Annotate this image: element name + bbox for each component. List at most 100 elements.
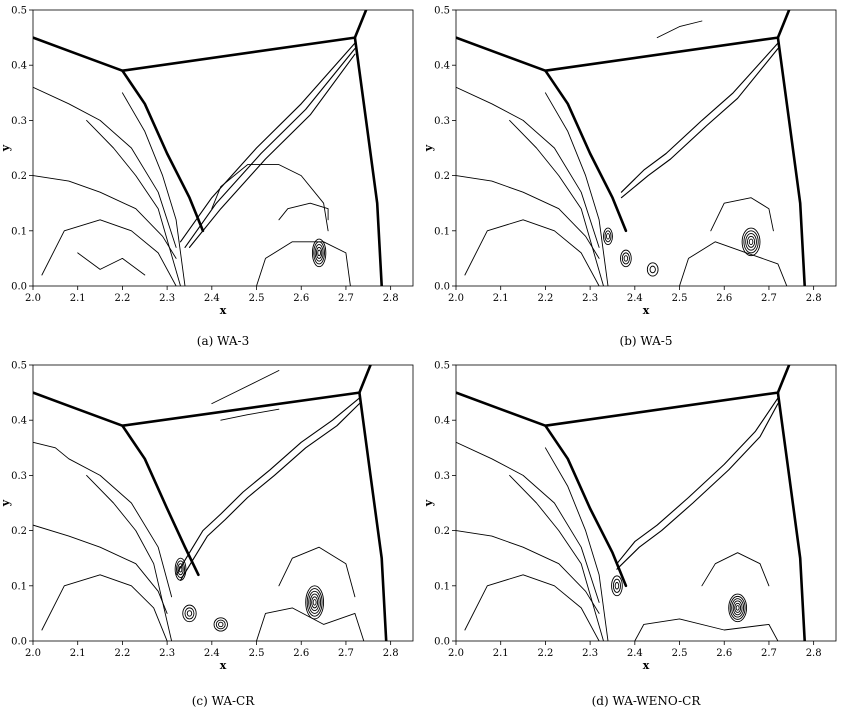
panel-caption: (c) WA-CR: [192, 694, 256, 708]
y-axis-label: y: [422, 499, 435, 507]
shear-contour-line: [620, 48, 779, 199]
vortex-contour: [174, 557, 187, 581]
contour-contour-line: [33, 441, 173, 598]
x-tick-label: 2.4: [204, 648, 220, 659]
contour-contour-line: [544, 447, 609, 641]
vortex-contour: [306, 588, 323, 617]
panel-caption: (b) WA-5: [620, 334, 673, 348]
contour-contour-line: [509, 119, 604, 286]
y-tick-label: 0.3: [434, 471, 450, 482]
y-tick-label: 0.2: [434, 526, 450, 537]
vortex-contour: [735, 605, 740, 611]
x-tick-label: 2.7: [761, 648, 777, 659]
vortex-contour: [729, 595, 746, 620]
y-tick-label: 0.0: [11, 637, 27, 648]
shear-contour-line: [620, 42, 779, 193]
vortex-contour: [215, 619, 226, 630]
y-tick-label: 0.1: [434, 226, 450, 237]
contour-contour-line: [634, 618, 779, 641]
shear-contour-line: [188, 53, 356, 248]
panel-3: 2.0 2.1 2.2 2.3 2.4 2.5 2.6 2.7 2.8 0.0 0.1 0.2 0.3 0…: [0, 361, 414, 708]
contour-contour-line: [33, 524, 168, 614]
contour-contour-line: [456, 86, 600, 248]
shear-contour-line: [184, 48, 356, 248]
y-tick-label: 0.1: [11, 226, 27, 237]
contour-contour-line: [701, 552, 770, 587]
vortex-contour: [311, 596, 319, 609]
y-axis-label: y: [422, 144, 435, 152]
y-tick-label: 0.2: [434, 171, 450, 182]
x-axis-label: x: [220, 304, 227, 317]
x-tick-label: 2.5: [249, 293, 265, 304]
vortex-contour: [176, 560, 186, 578]
contour-contour-line: [509, 474, 604, 641]
y-tick-label: 0.0: [11, 282, 27, 293]
contour-contour-line: [710, 197, 774, 232]
vortex-contour: [186, 610, 193, 617]
contour-contour-line: [77, 252, 146, 276]
vortex-contour: [314, 244, 324, 262]
panel-caption: (a) WA-3: [197, 334, 249, 348]
x-tick-label: 2.1: [493, 293, 509, 304]
x-tick-label: 2.7: [338, 293, 354, 304]
y-tick-label: 0.2: [11, 526, 27, 537]
y-tick-label: 0.5: [434, 6, 450, 17]
x-tick-label: 2.3: [582, 293, 598, 304]
x-tick-label: 2.2: [537, 293, 553, 304]
y-axis-label: y: [0, 499, 12, 507]
x-tick-label: 2.6: [716, 293, 732, 304]
plot-area: [33, 10, 384, 286]
vortex-contour: [213, 617, 228, 632]
vortex-contour: [612, 578, 621, 593]
shock-contour-line: [456, 365, 791, 428]
vortex-contour: [741, 227, 761, 257]
y-tick-label: 0.5: [11, 361, 27, 372]
vortex-contour: [177, 563, 184, 576]
axes-frame: [455, 9, 837, 287]
shock-contour-line: [121, 69, 205, 233]
x-tick-label: 2.5: [249, 648, 265, 659]
shock-contour-line: [33, 10, 368, 72]
contour-contour-line: [86, 474, 173, 641]
x-tick-label: 2.0: [448, 648, 464, 659]
contour-contour-line: [464, 219, 600, 286]
y-tick-label: 0.5: [434, 361, 450, 372]
contour-contour-line: [33, 175, 177, 259]
x-tick-label: 2.1: [70, 293, 86, 304]
x-tick-label: 2.8: [806, 293, 822, 304]
contour-contour-line: [211, 370, 280, 405]
axes-frame: [455, 364, 837, 642]
x-axis-label: x: [220, 659, 227, 672]
y-tick-label: 0.0: [434, 637, 450, 648]
vortex-contour: [728, 593, 748, 623]
x-tick-label: 2.8: [806, 648, 822, 659]
x-tick-label: 2.6: [293, 648, 309, 659]
shock-contour-line: [33, 365, 372, 428]
vortex-contour: [606, 233, 610, 240]
x-tick-label: 2.5: [672, 648, 688, 659]
shear-contour-line: [616, 397, 779, 565]
contour-contour-line: [41, 574, 168, 641]
shock-contour-line: [456, 10, 791, 72]
y-tick-label: 0.4: [11, 61, 27, 72]
vortex-contour: [614, 582, 620, 590]
x-tick-label: 2.2: [537, 648, 553, 659]
y-axis-label: y: [0, 144, 12, 152]
x-tick-label: 2.0: [25, 293, 41, 304]
shock-contour-line: [776, 391, 807, 641]
shock-contour-line: [544, 69, 628, 233]
contour-contour-line: [33, 86, 177, 248]
vortex-contour: [732, 600, 743, 616]
x-axis-label: x: [643, 659, 650, 672]
vortex-contour: [748, 238, 754, 246]
contour-contour-line: [86, 119, 181, 286]
y-tick-label: 0.1: [434, 581, 450, 592]
vortex-contour: [218, 621, 224, 628]
shear-contour-line: [179, 42, 356, 243]
vortex-contour: [312, 599, 317, 606]
contour-contour-line: [456, 530, 600, 614]
vortex-contour: [621, 252, 630, 265]
contour-contour-line: [256, 607, 365, 641]
vortex-contour: [182, 604, 197, 623]
